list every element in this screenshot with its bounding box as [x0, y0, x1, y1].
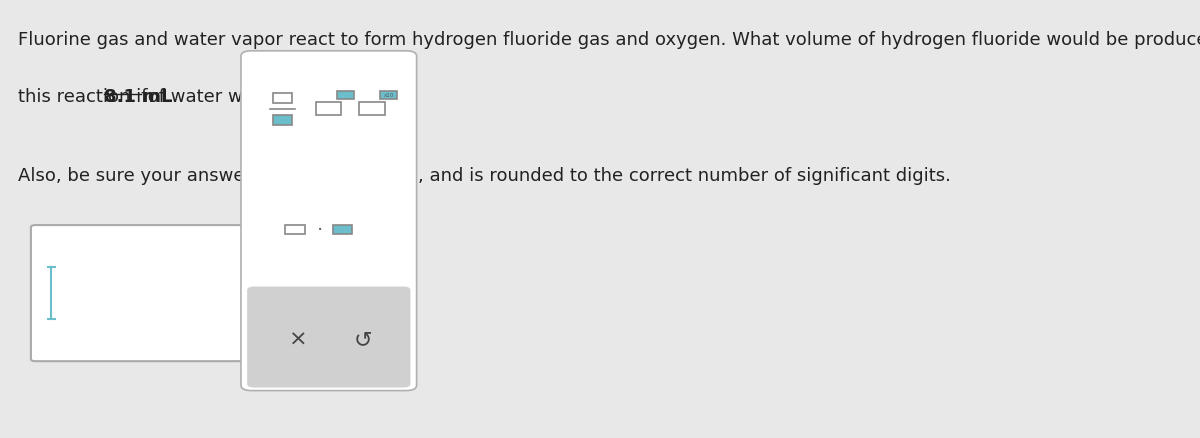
Text: x10: x10	[384, 93, 394, 98]
FancyBboxPatch shape	[247, 287, 410, 388]
Bar	[380, 92, 397, 99]
Bar	[272, 94, 292, 103]
Bar	[337, 92, 354, 99]
Text: Fluorine gas and water vapor react to form hydrogen fluoride gas and oxygen. Wha: Fluorine gas and water vapor react to fo…	[18, 31, 1200, 49]
Bar	[286, 225, 305, 235]
Bar	[316, 103, 342, 116]
Bar	[332, 225, 352, 235]
FancyBboxPatch shape	[31, 226, 242, 361]
Bar	[272, 116, 292, 125]
Text: ·: ·	[317, 220, 323, 240]
Text: this reaction if: this reaction if	[18, 88, 152, 106]
FancyBboxPatch shape	[241, 52, 416, 391]
Text: of water were consumed?: of water were consumed?	[142, 88, 380, 106]
Text: Also, be sure your answer has a unit symbol, and is rounded to the correct numbe: Also, be sure your answer has a unit sym…	[18, 166, 950, 184]
Text: ×: ×	[288, 329, 307, 349]
Text: 8.1 mL: 8.1 mL	[104, 88, 173, 106]
Text: ↺: ↺	[354, 329, 372, 349]
Bar	[360, 103, 385, 116]
